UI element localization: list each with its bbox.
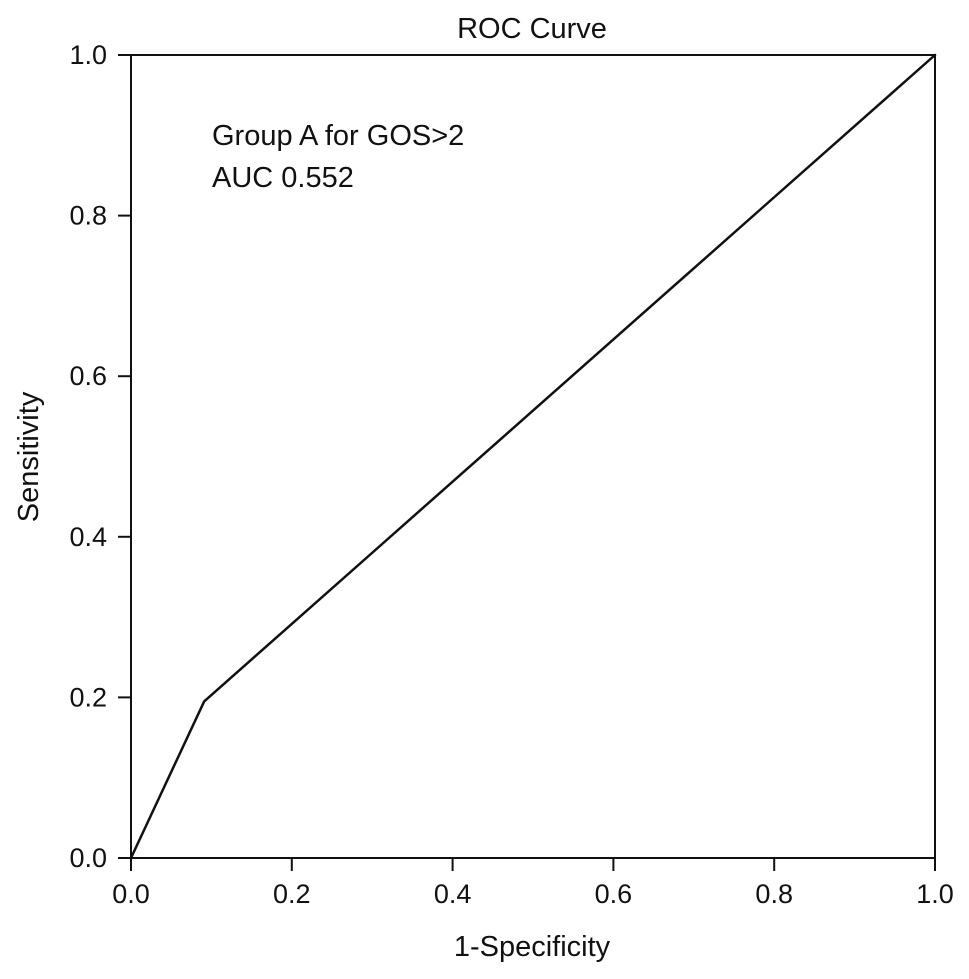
chart-title: ROC Curve (457, 13, 607, 45)
y-axis-label: Sensitivity (13, 391, 45, 522)
x-tick-label: 0.8 (755, 879, 793, 909)
y-tick-label: 0.6 (69, 361, 107, 391)
x-tick-label: 0.6 (595, 879, 633, 909)
roc-curve-line (129, 53, 937, 860)
x-axis: 0.0 0.2 0.4 0.6 0.8 1.0 (112, 858, 954, 909)
annotation-group-label: Group A for GOS>2 (212, 120, 464, 152)
y-tick-label: 0.4 (69, 522, 107, 552)
x-tick-label: 1.0 (916, 879, 954, 909)
y-tick-label: 1.0 (69, 40, 107, 70)
x-axis-label: 1-Specificity (454, 931, 611, 963)
y-tick-label: 0.0 (69, 843, 107, 873)
y-tick-label: 0.2 (69, 682, 107, 712)
x-tick-label: 0.4 (434, 879, 472, 909)
plot-frame (130, 54, 936, 859)
y-axis: 0.0 0.2 0.4 0.6 0.8 1.0 (69, 40, 131, 873)
x-tick-label: 0.2 (273, 879, 311, 909)
y-tick-label: 0.8 (69, 201, 107, 231)
annotation-auc-label: AUC 0.552 (212, 162, 354, 194)
x-tick-label: 0.0 (112, 879, 150, 909)
